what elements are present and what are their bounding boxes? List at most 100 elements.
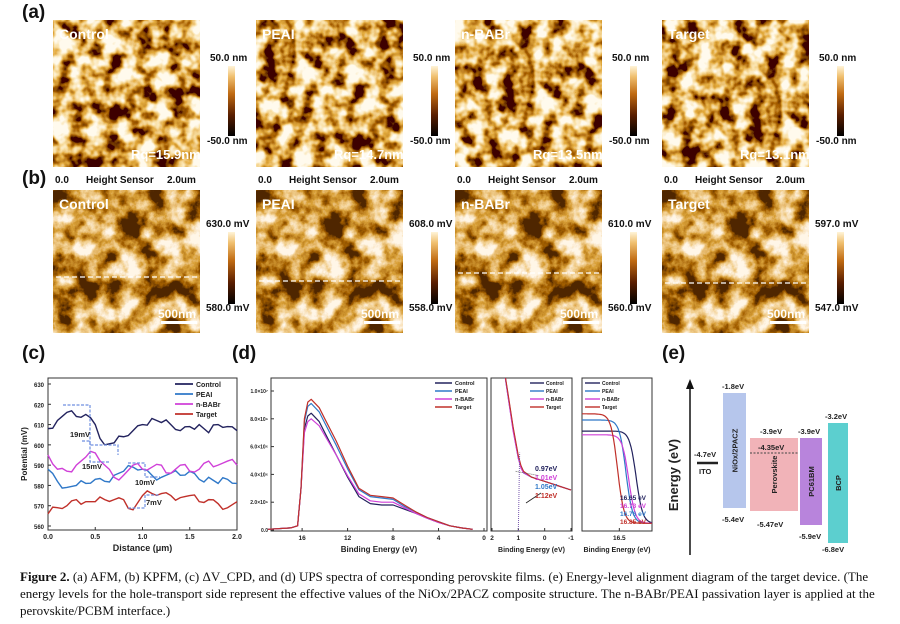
kpfm-sample-name: Control <box>59 196 109 212</box>
afm-sample-name: PEAI <box>262 26 295 42</box>
baseline-fit-line <box>515 470 540 477</box>
legend-label: Target <box>546 405 561 411</box>
annotation-bracket <box>128 462 160 478</box>
colorbar-gradient <box>630 66 637 136</box>
annotation-arrow <box>525 492 542 504</box>
plot-frame <box>270 377 488 532</box>
panel-label-c: (c) <box>22 343 46 364</box>
kpfm-sample-name: Target <box>668 196 710 212</box>
y-tick-label: 570 <box>34 505 45 511</box>
axis-title-label: Height Sensor <box>488 175 556 186</box>
x-tick-label: 0 <box>543 535 547 542</box>
valence-band-onset-label: 1.01eV <box>535 475 558 482</box>
colorbar-min-label: 558.0 mV <box>409 303 453 314</box>
y-tick-label: 610 <box>34 424 45 430</box>
plot-frame <box>47 377 238 531</box>
panel-label-e: (e) <box>662 343 686 364</box>
x-tick-label: 16 <box>298 535 306 542</box>
axis-end-label: 2.0um <box>569 175 598 186</box>
series-line-n-babr <box>47 450 238 481</box>
y-axis-label: Potential (mV) <box>20 427 29 481</box>
valence-band-onset-label: 1.12eV <box>535 493 558 500</box>
cutoff-energy-label: 16.85 eV <box>620 519 647 526</box>
kpfm-potential-map <box>53 190 200 333</box>
colorbar-min-label: 560.0 mV <box>608 303 652 314</box>
colorbar-max-label: 630.0 mV <box>206 219 250 230</box>
colorbar-min-label: -50.0 nm <box>609 136 650 147</box>
cutoff-energy-label: 16.73 eV <box>620 503 647 510</box>
kpfm-image <box>455 190 602 333</box>
x-tick-label: 4 <box>437 535 441 542</box>
roughness-value: Rq=15.9nm <box>131 147 201 162</box>
afm-image <box>53 20 200 167</box>
afm-height-map <box>53 20 200 167</box>
cutoff-energy-label: 16.76 eV <box>620 511 647 518</box>
legend-label: Target <box>455 405 472 411</box>
kpfm-image <box>662 190 809 333</box>
lumo-level-label: -1.8eV <box>722 382 744 391</box>
fermi-level-label: -4.35eV <box>758 443 784 452</box>
axis-start-label: 0.0 <box>258 175 272 186</box>
valence-band-onset-label: 0.97eV <box>535 466 558 473</box>
x-tick-label: 1.5 <box>185 534 195 541</box>
x-tick-label: 2.0 <box>232 534 242 541</box>
y-tick-label: 590 <box>34 464 45 470</box>
extrapolation-line <box>517 452 521 532</box>
series-line-control <box>47 409 238 446</box>
afm-height-map <box>256 20 403 167</box>
afm-sample-name: Target <box>668 26 710 42</box>
legend-label: n-BABr <box>196 402 221 409</box>
y-tick-label: 2.0×10⁶ <box>250 500 268 506</box>
y-tick-label: 1.0×10⁷ <box>251 389 269 395</box>
legend-label: n-BABr <box>455 397 475 403</box>
afm-sample-name: n-BABr <box>461 26 510 42</box>
lumo-level-label: -3.2eV <box>825 412 847 421</box>
homo-level-label: -5.9eV <box>799 532 821 541</box>
kpfm-sample-name: PEAI <box>262 196 295 212</box>
x-tick-label: 0.5 <box>90 534 100 541</box>
scale-bar <box>770 321 806 324</box>
series-line-peai <box>582 419 652 524</box>
homo-level-label: -5.47eV <box>757 520 783 529</box>
layer-band-perovskite <box>750 438 798 511</box>
figure-caption: Figure 2. (a) AFM, (b) KPFM, (c) ΔV_CPD,… <box>20 568 880 619</box>
plot-frame <box>581 377 653 532</box>
scale-bar <box>364 321 400 324</box>
y-tick-label: 6.0×10⁶ <box>250 445 268 451</box>
axis-title-label: Height Sensor <box>86 175 154 186</box>
afm-colorbar <box>228 66 235 136</box>
lumo-level-label: -3.9eV <box>760 427 782 436</box>
legend-label: PEAI <box>602 389 614 395</box>
scale-bar-label: 500nm <box>560 307 599 321</box>
energy-level-diagram: Energy (eV) -4.7eV ITO NiOx/2PACZ -1.8eV -5.4… <box>666 379 848 555</box>
legend-label: Control <box>602 381 620 387</box>
colorbar-max-label: 597.0 mV <box>815 219 859 230</box>
x-tick-label: 8 <box>391 535 395 542</box>
legend-label: PEAI <box>196 392 212 399</box>
legend-label: PEAI <box>546 389 558 395</box>
afm-colorbar <box>431 66 438 136</box>
x-tick-label: 1 <box>517 535 521 542</box>
afm-colorbar <box>630 66 637 136</box>
series-line-target <box>267 398 473 530</box>
colorbar-gradient <box>630 232 637 304</box>
caption-text: (a) AFM, (b) KPFM, (c) ΔV_CPD, and (d) U… <box>20 569 875 618</box>
homo-level-label: -5.4eV <box>722 515 744 524</box>
y-tick-label: 600 <box>34 444 45 450</box>
y-tick-label: 620 <box>34 403 45 409</box>
legend-label: n-BABr <box>602 397 620 403</box>
y-tick-label: 630 <box>34 383 45 389</box>
x-tick-label: 0 <box>482 535 486 542</box>
x-axis-label: Binding Energy (eV) <box>584 547 651 554</box>
colorbar-max-label: 50.0 nm <box>413 53 451 64</box>
roughness-value: Rq=13.1nm <box>740 147 810 162</box>
x-axis-label: Binding Energy (eV) <box>498 547 565 554</box>
afm-sample-name: Control <box>59 26 109 42</box>
series-line-control <box>582 430 653 524</box>
cpd-difference-label: 15mV <box>82 462 102 471</box>
series-line-n-babr <box>582 434 652 524</box>
afm-image <box>256 20 403 167</box>
ito-level-label: -4.7eV <box>694 450 716 459</box>
colorbar-max-label: 50.0 nm <box>210 53 248 64</box>
kpfm-potential-map <box>256 190 403 333</box>
